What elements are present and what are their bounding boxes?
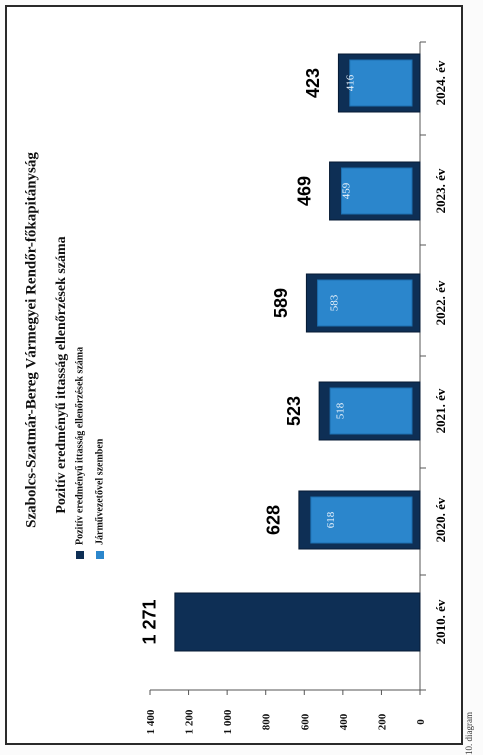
value-tick-label: 1 400 <box>145 709 157 734</box>
legend-swatch <box>96 551 104 559</box>
bar-light-value-label: 459 <box>340 182 352 199</box>
value-tick-label: 600 <box>299 713 311 730</box>
value-tick-label: 400 <box>338 713 350 730</box>
bar-light <box>349 59 413 107</box>
legend-label: Pozitív eredményű ittasság ellenőrzések … <box>74 347 85 545</box>
bar-light-value-label: 416 <box>344 74 356 91</box>
value-tick-label: 1 200 <box>184 709 196 734</box>
category-label: 2020. év <box>433 497 448 542</box>
bar-light-value-label: 583 <box>328 294 340 311</box>
bar-dark-value-label: 423 <box>303 68 323 98</box>
bar-light <box>340 167 413 215</box>
bar-dark-value-label: 589 <box>271 288 291 318</box>
legend-label: Járművezetővel szemben <box>94 438 105 545</box>
bar-light-value-label: 618 <box>325 511 337 528</box>
legend-swatch <box>76 551 84 559</box>
bar-light <box>317 279 413 327</box>
bar-light <box>310 496 413 544</box>
category-label: 2022. év <box>433 280 448 325</box>
category-label: 2023. év <box>433 168 448 213</box>
value-tick-label: 0 <box>415 719 427 725</box>
category-label: 2010. év <box>433 599 448 644</box>
value-tick-label: 200 <box>376 713 388 730</box>
bar-dark-value-label: 1 271 <box>140 599 160 644</box>
bar-dark-value-label: 628 <box>264 505 284 535</box>
bar-light-value-label: 518 <box>335 402 347 419</box>
bar-light <box>329 387 413 435</box>
category-label: 2021. év <box>433 388 448 433</box>
bar-dark <box>174 592 421 652</box>
value-tick-label: 1 000 <box>222 709 234 734</box>
value-tick-label: 800 <box>261 713 273 730</box>
side-note: 10. diagram <box>464 712 474 755</box>
chart-title: Szabolcs-Szatmár-Bereg Vármegyei Rendőr-… <box>23 152 39 528</box>
bar-dark-value-label: 523 <box>284 396 304 426</box>
bar-dark-value-label: 469 <box>294 176 314 206</box>
chart-subtitle: Pozitív eredményű ittasság ellenőrzések … <box>54 236 69 513</box>
category-label: 2024. év <box>433 60 448 105</box>
